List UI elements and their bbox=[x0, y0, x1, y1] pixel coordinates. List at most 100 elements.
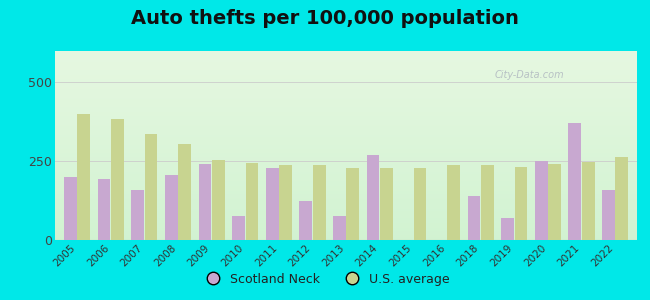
Bar bbox=[55, 210, 637, 211]
Bar bbox=[55, 178, 637, 179]
Bar bbox=[55, 201, 637, 202]
Bar bbox=[55, 197, 637, 198]
Bar bbox=[55, 160, 637, 161]
Bar bbox=[55, 97, 637, 98]
Bar bbox=[55, 159, 637, 160]
Bar bbox=[55, 205, 637, 206]
Bar bbox=[55, 221, 637, 222]
Bar bbox=[55, 95, 637, 96]
Bar bbox=[55, 208, 637, 209]
Bar bbox=[55, 145, 637, 146]
Bar bbox=[55, 168, 637, 169]
Bar bbox=[55, 146, 637, 147]
Bar bbox=[55, 98, 637, 99]
Bar bbox=[55, 194, 637, 195]
Bar bbox=[55, 165, 637, 166]
Bar bbox=[55, 233, 637, 234]
Bar bbox=[55, 72, 637, 73]
Bar bbox=[55, 169, 637, 170]
Bar bbox=[55, 149, 637, 150]
Bar bbox=[55, 82, 637, 83]
Bar bbox=[55, 125, 637, 126]
Bar bbox=[55, 144, 637, 145]
Bar bbox=[55, 148, 637, 149]
Bar bbox=[280, 165, 292, 240]
Bar bbox=[55, 150, 637, 151]
Bar bbox=[55, 237, 637, 238]
Bar bbox=[55, 157, 637, 158]
Bar bbox=[55, 113, 637, 114]
Bar bbox=[55, 62, 637, 63]
Bar bbox=[55, 120, 637, 121]
Bar bbox=[55, 171, 637, 172]
Bar bbox=[64, 177, 77, 240]
Bar bbox=[55, 68, 637, 69]
Bar bbox=[55, 123, 637, 124]
Bar bbox=[55, 89, 637, 90]
Bar bbox=[55, 143, 637, 144]
Bar bbox=[55, 163, 637, 164]
Bar bbox=[55, 226, 637, 227]
Bar bbox=[55, 140, 637, 141]
Bar bbox=[55, 216, 637, 217]
Bar bbox=[55, 153, 637, 154]
Bar bbox=[313, 165, 326, 240]
Bar bbox=[246, 163, 258, 240]
Bar bbox=[55, 184, 637, 185]
Text: Auto thefts per 100,000 population: Auto thefts per 100,000 population bbox=[131, 9, 519, 28]
Bar bbox=[55, 219, 637, 220]
Bar bbox=[55, 105, 637, 106]
Bar bbox=[55, 65, 637, 66]
Bar bbox=[55, 235, 637, 236]
Legend: Scotland Neck, U.S. average: Scotland Neck, U.S. average bbox=[195, 268, 455, 291]
Bar bbox=[55, 100, 637, 101]
Bar bbox=[55, 147, 637, 148]
Bar bbox=[55, 214, 637, 215]
Bar bbox=[55, 154, 637, 155]
Bar bbox=[55, 66, 637, 67]
Bar bbox=[55, 189, 637, 190]
Bar bbox=[55, 187, 637, 188]
Bar bbox=[55, 130, 637, 131]
Bar bbox=[55, 190, 637, 191]
Bar bbox=[55, 116, 637, 117]
Bar bbox=[55, 204, 637, 205]
Bar bbox=[55, 91, 637, 92]
Bar bbox=[55, 138, 637, 139]
Bar bbox=[55, 238, 637, 239]
Bar bbox=[413, 168, 426, 240]
Bar bbox=[55, 77, 637, 78]
Bar bbox=[55, 162, 637, 163]
Bar bbox=[568, 124, 581, 240]
Bar bbox=[346, 168, 359, 240]
Bar bbox=[55, 94, 637, 95]
Bar bbox=[55, 151, 637, 152]
Bar bbox=[548, 164, 561, 240]
Bar bbox=[55, 227, 637, 228]
Bar bbox=[55, 134, 637, 135]
Bar bbox=[55, 84, 637, 85]
Bar bbox=[111, 119, 124, 240]
Bar bbox=[55, 177, 637, 178]
Bar bbox=[55, 186, 637, 187]
Bar bbox=[55, 137, 637, 138]
Bar bbox=[55, 139, 637, 140]
Bar bbox=[55, 136, 637, 137]
Bar bbox=[55, 182, 637, 183]
Bar bbox=[55, 96, 637, 97]
Bar bbox=[55, 172, 637, 173]
Bar bbox=[55, 183, 637, 184]
Bar bbox=[55, 131, 637, 132]
Bar bbox=[55, 232, 637, 233]
Bar bbox=[55, 135, 637, 136]
Bar bbox=[55, 223, 637, 224]
Bar bbox=[55, 64, 637, 65]
Bar bbox=[55, 115, 637, 116]
Bar bbox=[55, 121, 637, 122]
Bar bbox=[55, 176, 637, 177]
Bar bbox=[55, 59, 637, 60]
Bar bbox=[55, 234, 637, 235]
Bar bbox=[55, 127, 637, 128]
Bar bbox=[55, 73, 637, 74]
Bar bbox=[55, 155, 637, 156]
